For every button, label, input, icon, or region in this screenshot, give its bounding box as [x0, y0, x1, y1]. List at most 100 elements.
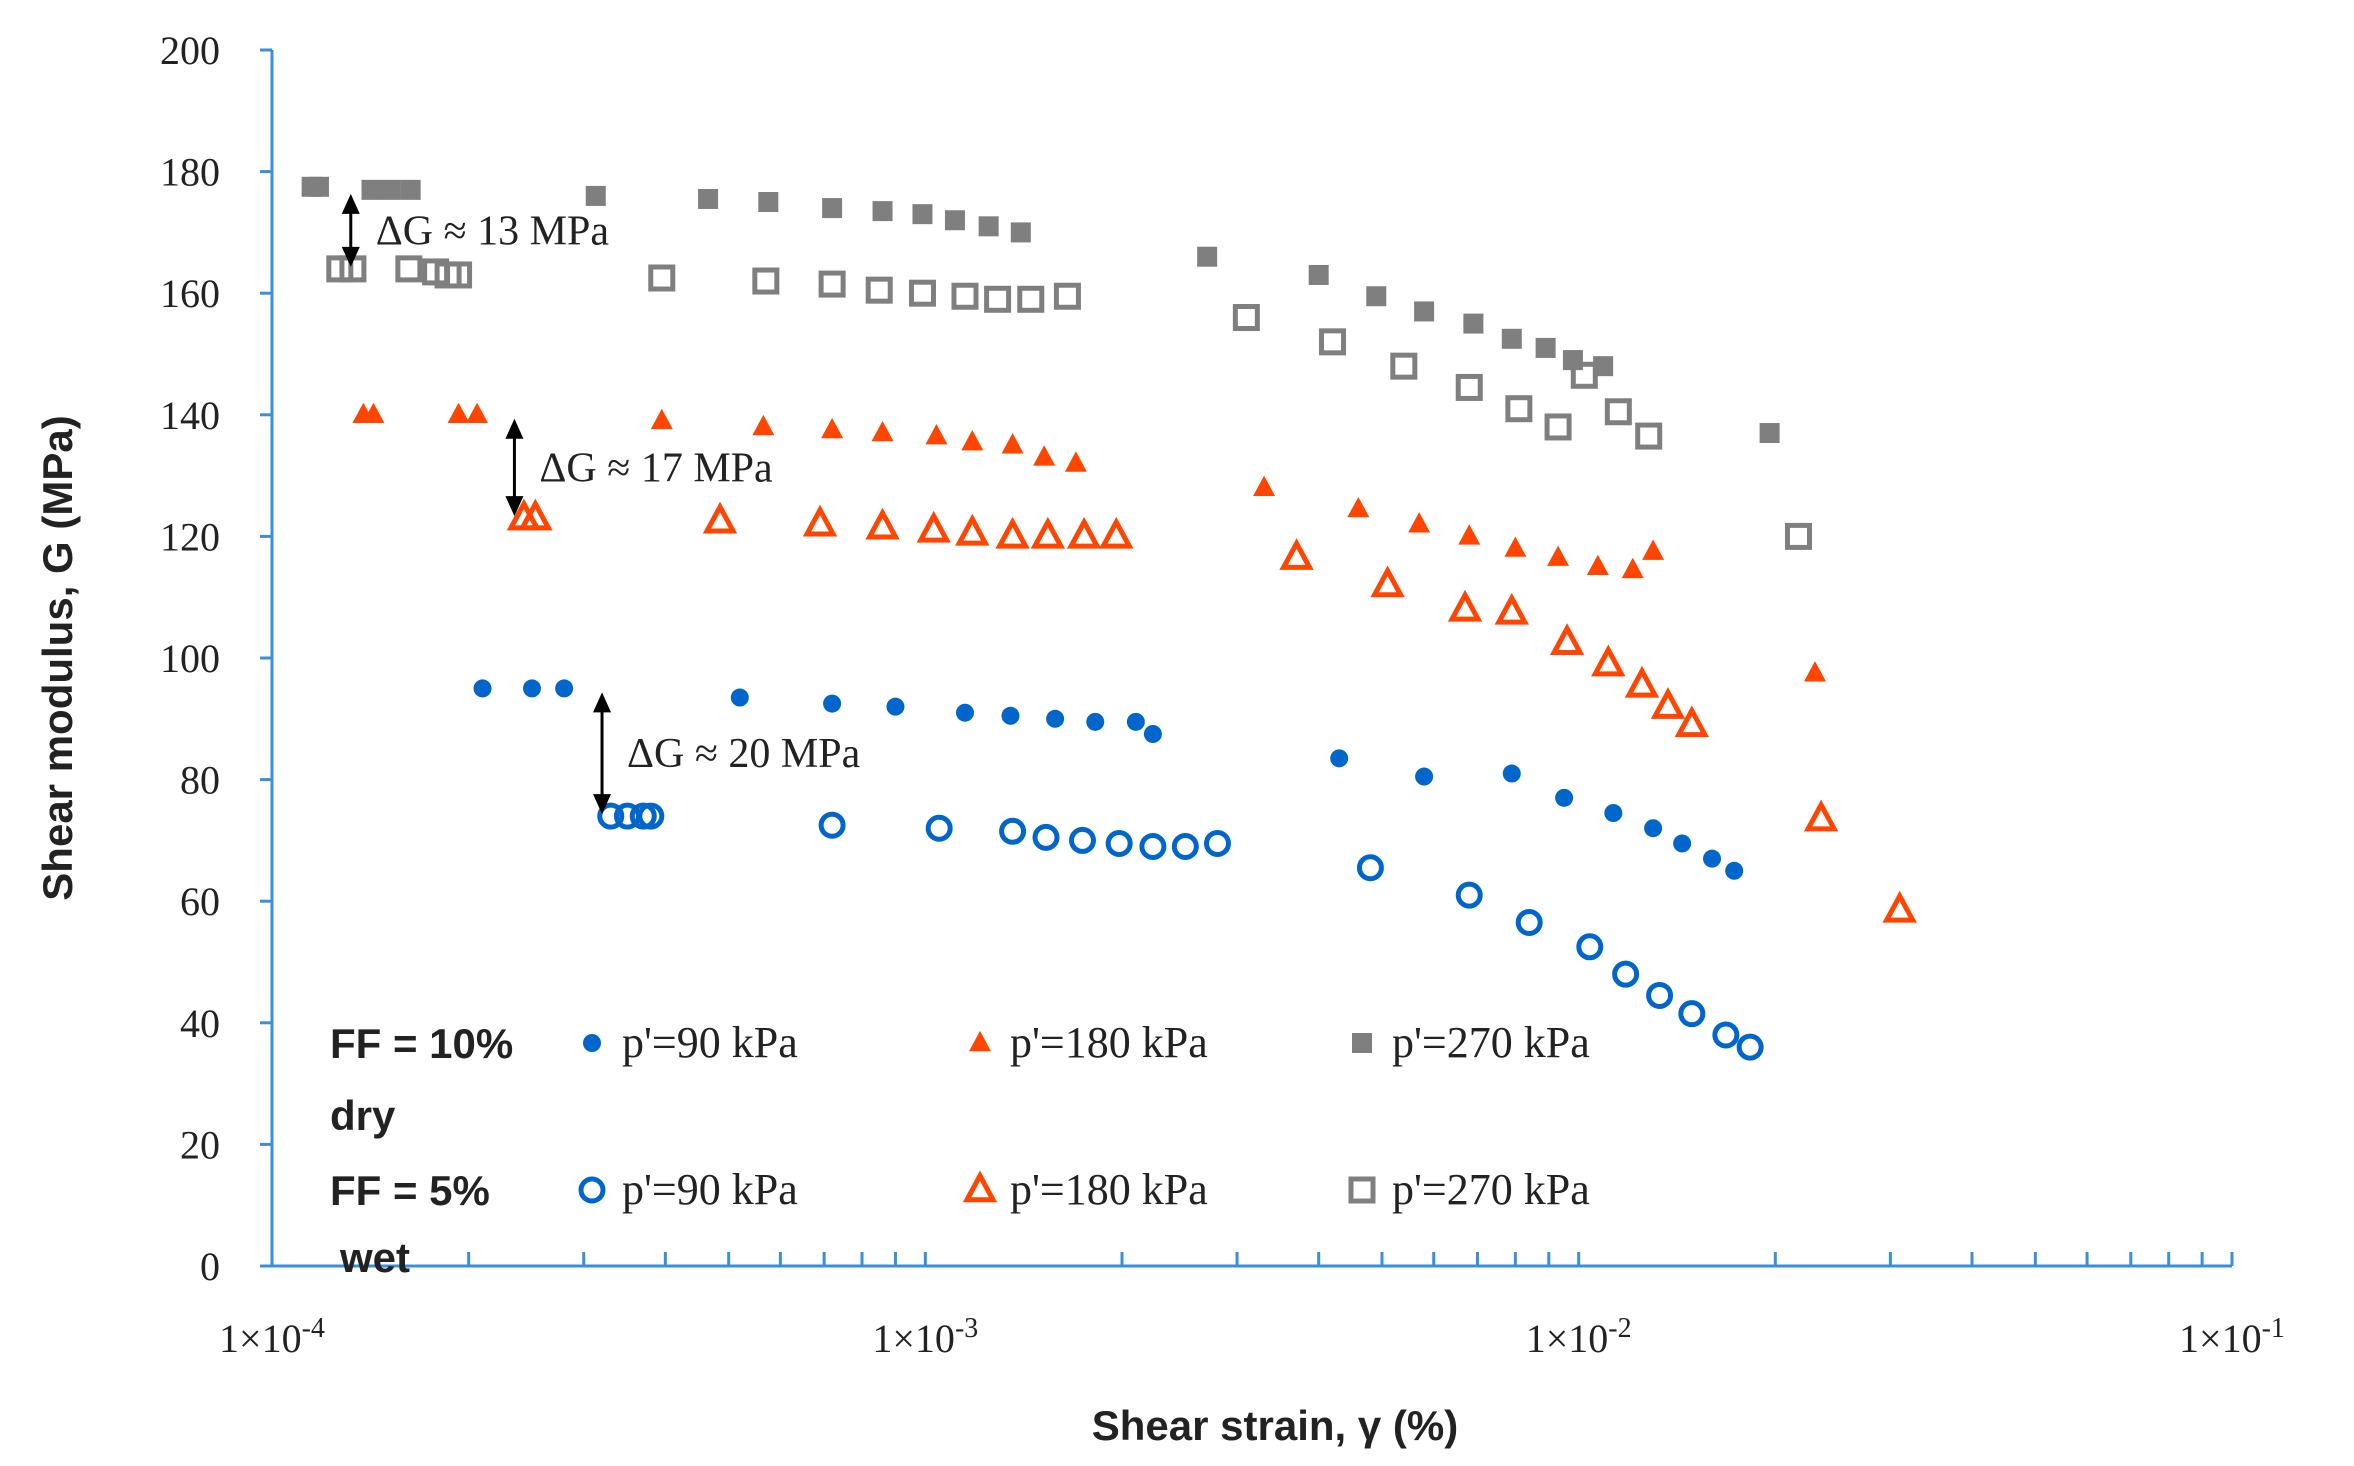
data-point — [752, 414, 775, 436]
data-point — [961, 430, 984, 451]
series-0 — [473, 679, 1744, 880]
data-point — [1197, 246, 1218, 267]
data-point — [1366, 286, 1387, 307]
data-point — [1736, 1033, 1764, 1061]
data-point — [995, 516, 1030, 549]
y-tick-label: 140 — [160, 393, 220, 438]
data-point — [1547, 545, 1570, 566]
data-point — [1232, 304, 1260, 332]
data-point — [637, 802, 665, 830]
data-point — [1549, 623, 1585, 656]
y-tick-label: 0 — [200, 1244, 220, 1289]
annotation-label: ΔG ≈ 13 MPa — [376, 208, 610, 254]
data-point — [1086, 712, 1105, 731]
legend-entry: p'=180 kPa — [969, 1018, 1208, 1067]
data-point — [916, 510, 951, 543]
data-point — [1621, 557, 1644, 579]
data-point — [1759, 423, 1780, 444]
delta-g-annotation: ΔG ≈ 20 MPa — [593, 692, 861, 815]
legend-entry: p'=90 kPa — [578, 1165, 798, 1214]
data-point — [518, 498, 553, 531]
data-point — [522, 679, 541, 698]
data-point — [1544, 413, 1572, 441]
data-point — [1415, 767, 1434, 786]
data-point — [999, 817, 1027, 845]
data-point — [308, 176, 329, 197]
data-point — [944, 210, 965, 231]
data-point — [400, 179, 421, 200]
data-point — [1330, 749, 1349, 768]
data-point — [752, 267, 780, 295]
annotation-label: ΔG ≈ 17 MPa — [539, 445, 773, 491]
data-point — [886, 697, 905, 716]
y-tick-label: 20 — [180, 1122, 220, 1167]
series-1 — [352, 402, 1826, 682]
data-point — [818, 270, 846, 298]
data-point — [698, 188, 719, 209]
data-points — [301, 176, 1917, 1061]
legend-label: p'=180 kPa — [1010, 1165, 1208, 1214]
data-point — [1030, 516, 1066, 549]
annotation-label: ΔG ≈ 20 MPa — [627, 731, 861, 777]
data-point — [823, 694, 842, 713]
data-point — [1001, 433, 1024, 454]
legend-entry: p'=90 kPa — [583, 1018, 798, 1067]
legend-marker — [1348, 1176, 1376, 1204]
data-point — [1143, 725, 1162, 743]
x-tick-label: 1×10-2 — [1526, 1313, 1632, 1362]
x-tick-label: 1×10-1 — [2179, 1313, 2285, 1362]
data-point — [473, 679, 492, 698]
legend-label: p'=90 kPa — [622, 1018, 798, 1067]
x-axis-title: Shear strain, γ (%) — [1092, 1402, 1458, 1449]
data-point — [1356, 854, 1384, 882]
annotations: ΔG ≈ 13 MPa ΔG ≈ 17 MPa ΔG ≈ 20 MPa — [341, 193, 861, 815]
data-point — [1505, 395, 1533, 423]
y-tick-label: 60 — [180, 879, 220, 924]
data-point — [1882, 890, 1917, 923]
series-5 — [326, 255, 1812, 550]
data-point — [865, 507, 900, 540]
data-point — [802, 504, 838, 537]
data-point — [1414, 301, 1435, 322]
data-point — [1064, 451, 1087, 472]
data-point — [1591, 644, 1626, 677]
data-point — [362, 402, 385, 424]
data-point — [1586, 554, 1609, 576]
data-point — [1408, 512, 1431, 533]
data-point — [648, 264, 676, 292]
arrow-head-up-icon — [341, 193, 360, 214]
data-point — [650, 408, 673, 430]
legend-group2-line2: wet — [339, 1234, 410, 1281]
legend-label: p'=180 kPa — [1010, 1018, 1208, 1067]
data-point — [1308, 264, 1329, 285]
series-2 — [301, 176, 1780, 444]
data-point — [702, 501, 738, 534]
data-point — [955, 513, 990, 546]
y-tick-label: 180 — [160, 150, 220, 195]
data-point — [555, 679, 574, 698]
data-point — [1033, 445, 1056, 466]
data-point — [1502, 764, 1521, 783]
data-point — [1010, 222, 1031, 243]
data-point — [1017, 285, 1045, 313]
data-point — [1635, 422, 1663, 450]
data-point — [1370, 565, 1405, 598]
data-point — [1535, 337, 1556, 358]
legend-marker — [962, 1170, 998, 1203]
data-point — [758, 192, 779, 212]
data-point — [1612, 960, 1640, 988]
data-point — [1053, 282, 1081, 310]
data-point — [1171, 832, 1199, 860]
legend-label: p'=90 kPa — [622, 1165, 798, 1214]
data-point — [1455, 881, 1483, 909]
arrow-head-up-icon — [505, 418, 524, 439]
data-point — [872, 201, 893, 222]
data-point — [1319, 328, 1347, 356]
data-point — [1555, 788, 1574, 807]
data-point — [978, 216, 999, 237]
data-point — [821, 417, 844, 439]
data-point — [1032, 823, 1060, 851]
legend: FF = 10% dry FF = 5% wet p'=90 kPa p'=180… — [330, 1018, 1590, 1281]
data-point — [1712, 1021, 1740, 1049]
data-point — [1463, 313, 1484, 334]
